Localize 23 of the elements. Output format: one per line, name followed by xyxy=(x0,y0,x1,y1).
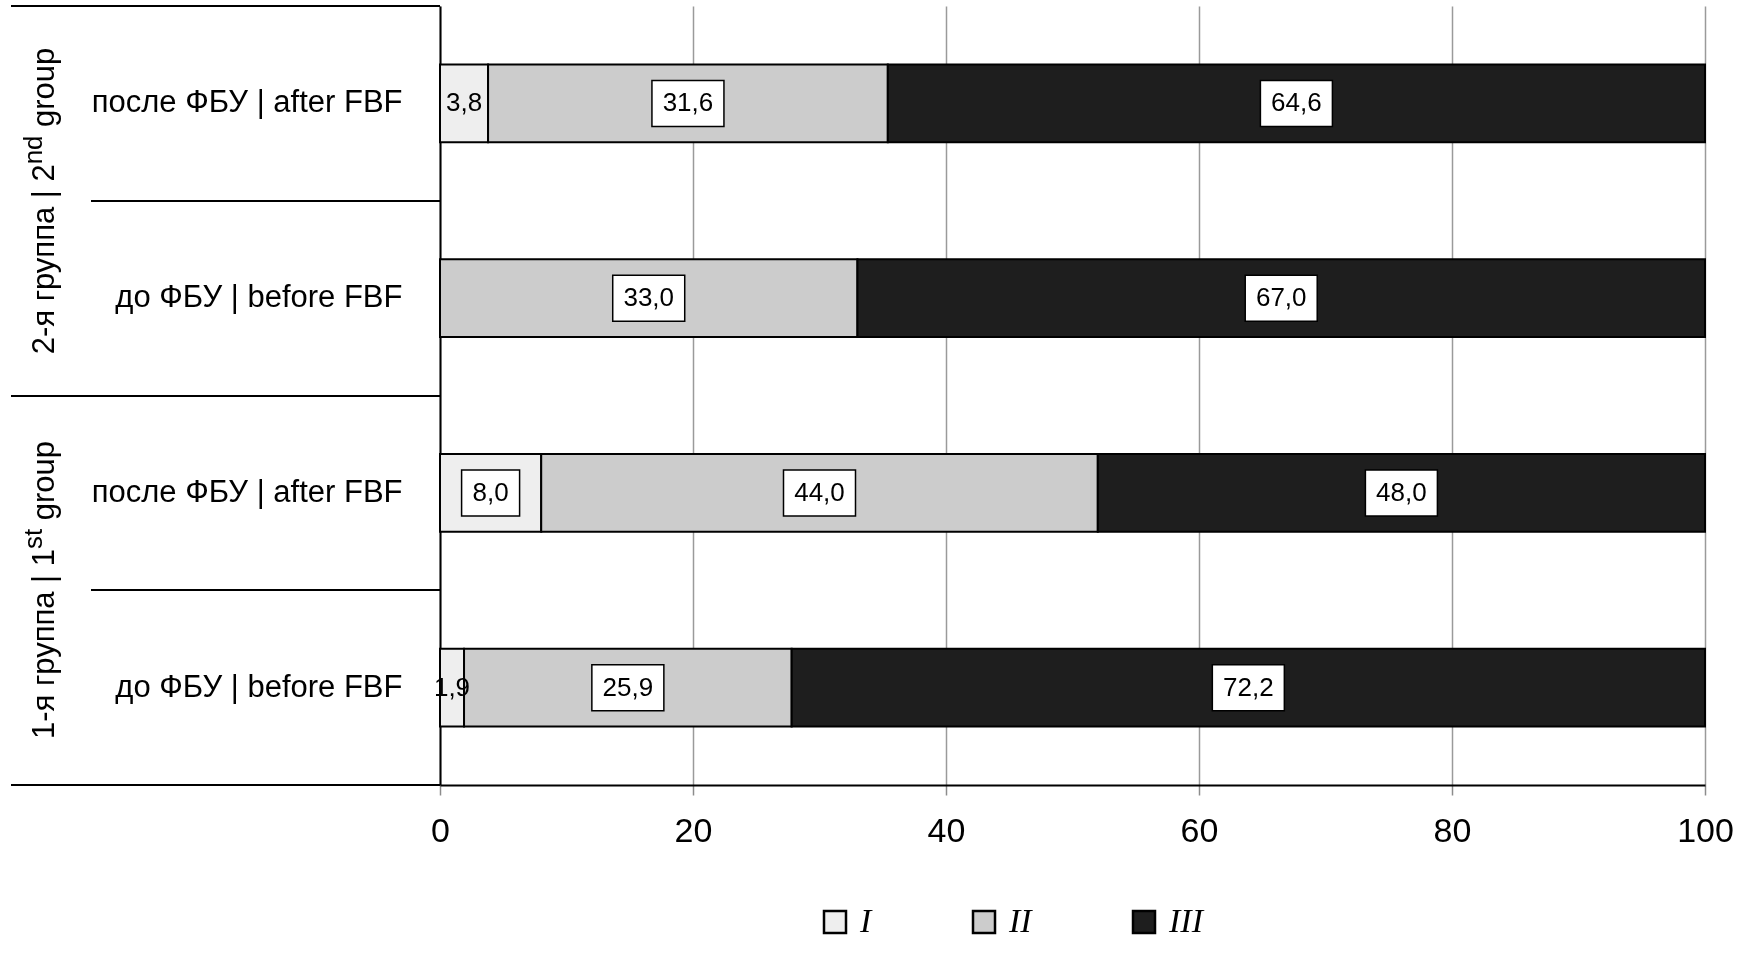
data-label: 67,0 xyxy=(1255,282,1307,313)
data-label: 8,0 xyxy=(472,476,509,507)
legend-label: III xyxy=(1168,902,1205,939)
legend-label: I xyxy=(859,902,873,939)
data-label: 48,0 xyxy=(1376,476,1427,507)
data-label: 31,6 xyxy=(662,87,714,118)
y-tick-label: до ФБУ | before FBF xyxy=(115,279,403,315)
x-tick-label: 0 xyxy=(431,810,450,849)
y-tick-label: после ФБУ | after FBF xyxy=(91,84,403,120)
x-tick-label: 80 xyxy=(1433,810,1472,849)
data-label: 33,0 xyxy=(623,282,675,313)
legend-label: II xyxy=(1008,902,1034,939)
data-label: 72,2 xyxy=(1223,671,1274,702)
x-tick-label: 20 xyxy=(674,810,713,849)
data-label: 64,6 xyxy=(1271,87,1322,118)
y-tick-label: после ФБУ | after FBF xyxy=(91,473,403,509)
data-label: 44,0 xyxy=(794,476,845,507)
data-label: 3,8 xyxy=(445,87,483,118)
x-tick-label: 60 xyxy=(1180,810,1219,849)
data-label: 25,9 xyxy=(602,671,654,702)
x-tick-label: 40 xyxy=(927,810,966,849)
y-tick-label: до ФБУ | before FBF xyxy=(115,668,403,704)
x-tick-label: 100 xyxy=(1677,810,1734,849)
